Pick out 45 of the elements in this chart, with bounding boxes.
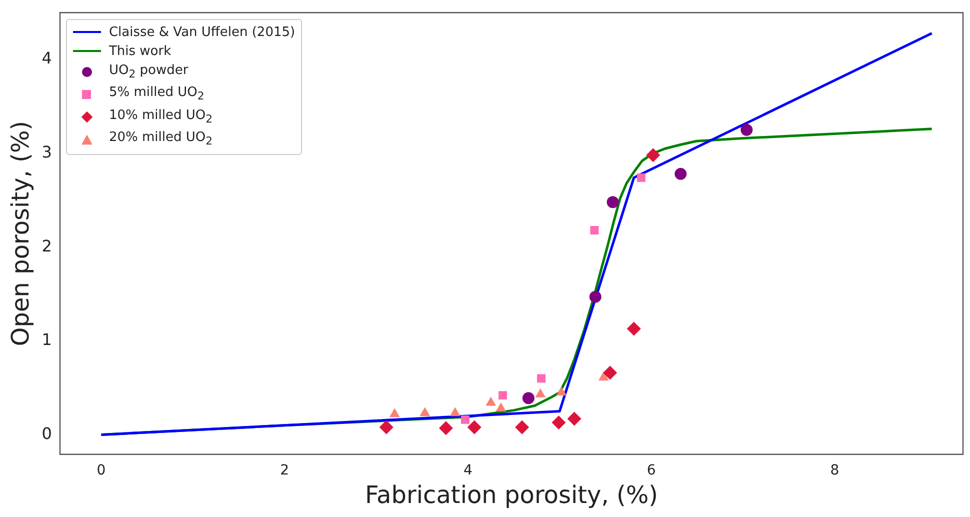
point bbox=[535, 388, 546, 398]
point bbox=[486, 396, 496, 406]
point bbox=[379, 420, 394, 434]
x-axis-title: Fabrication porosity, (%) bbox=[364, 480, 658, 509]
point bbox=[674, 168, 687, 180]
point bbox=[603, 366, 618, 380]
point bbox=[522, 392, 534, 404]
point bbox=[636, 173, 646, 182]
y-tick-label: 4 bbox=[42, 48, 52, 68]
x-tick-label: 2 bbox=[280, 462, 290, 478]
point bbox=[626, 322, 641, 336]
point bbox=[515, 420, 530, 434]
point bbox=[498, 391, 508, 400]
point bbox=[590, 226, 599, 234]
x-tick-label: 4 bbox=[463, 462, 472, 478]
point bbox=[467, 420, 482, 434]
point bbox=[598, 371, 609, 380]
y-tick-label: 2 bbox=[42, 236, 52, 256]
point bbox=[450, 407, 460, 416]
y-tick-label: 3 bbox=[42, 142, 52, 162]
point bbox=[552, 416, 566, 430]
point bbox=[420, 407, 430, 416]
point bbox=[389, 408, 400, 418]
y-tick-label: 1 bbox=[42, 330, 52, 350]
y-tick-label: 0 bbox=[42, 424, 52, 443]
point bbox=[460, 415, 470, 424]
point bbox=[589, 290, 602, 303]
legend-label: 20% milled UO$_{2}$ bbox=[108, 129, 213, 150]
legend-label: This work bbox=[108, 42, 172, 61]
point bbox=[646, 148, 660, 162]
point bbox=[740, 124, 753, 136]
point bbox=[537, 374, 546, 383]
legend-label: 5% milled UO$_{2}$ bbox=[108, 84, 204, 105]
point bbox=[567, 412, 582, 426]
legend-label: 10% milled UO$_{2}$ bbox=[108, 106, 213, 128]
x-tick-label: 6 bbox=[646, 462, 656, 478]
y-axis-title: Open porosity, (%) bbox=[6, 120, 35, 346]
x-tick-label: 0 bbox=[96, 462, 106, 478]
legend-label: UO$_{2}$ powder bbox=[108, 62, 188, 82]
legend-label: Claisse & Van Uffelen (2015) bbox=[108, 24, 296, 42]
point bbox=[606, 196, 619, 208]
point bbox=[556, 386, 567, 396]
point bbox=[438, 421, 453, 436]
point bbox=[496, 402, 506, 412]
x-tick-label: 8 bbox=[830, 462, 840, 478]
